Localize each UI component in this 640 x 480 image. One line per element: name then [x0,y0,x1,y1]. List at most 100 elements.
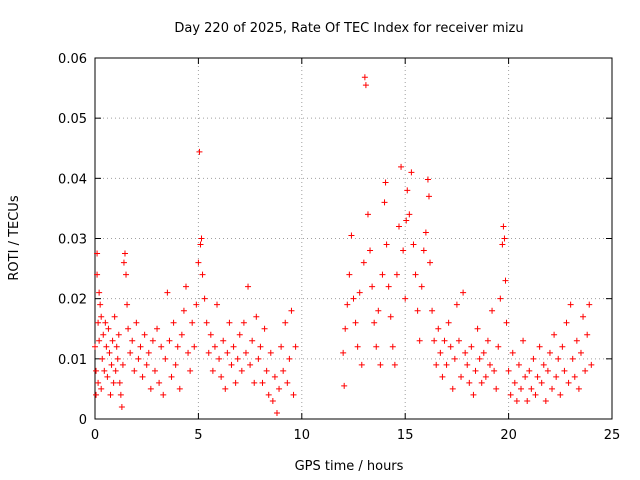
data-point [534,373,541,380]
data-point [196,148,203,155]
data-point [341,382,348,389]
data-point [559,343,566,350]
x-tick-label: 0 [91,428,99,443]
data-point [455,337,462,344]
data-point [403,217,410,224]
data-point [207,331,214,338]
data-point [123,271,130,278]
y-tick-label: 0.02 [58,293,87,308]
data-point [156,379,163,386]
data-point [115,331,122,338]
data-point [402,295,409,302]
data-point [445,319,452,326]
data-point [460,289,467,296]
data-point [280,367,287,374]
data-point [340,349,347,356]
data-point [410,241,417,248]
data-point [185,349,192,356]
data-point [164,289,171,296]
data-point [360,259,367,266]
data-point [586,301,593,308]
data-points [92,74,595,416]
data-point [418,283,425,290]
data-point [352,319,359,326]
data-point [573,337,580,344]
data-point [447,343,454,350]
data-point [106,349,113,356]
data-point [189,319,196,326]
data-point [486,361,493,368]
data-point [232,379,239,386]
data-point [147,385,154,392]
data-point [577,349,584,356]
data-point [555,355,562,362]
data-point [193,301,200,308]
data-point [575,385,582,392]
data-point [580,313,587,320]
data-point [168,373,175,380]
data-point [224,349,231,356]
data-point [364,211,371,218]
data-point [557,391,564,398]
data-point [449,385,456,392]
data-point [466,379,473,386]
data-point [120,259,127,266]
data-point [93,367,100,374]
data-point [451,355,458,362]
y-tick-label: 0.04 [58,172,87,187]
data-point [286,355,293,362]
data-point [420,247,427,254]
data-point [344,301,351,308]
data-point [571,373,578,380]
data-point [424,176,431,183]
data-point [526,367,533,374]
data-point [398,163,405,170]
data-point [187,367,194,374]
data-point [195,259,202,266]
data-point [441,337,448,344]
data-point [201,295,208,302]
data-point [141,331,148,338]
data-point [542,397,549,404]
data-point [236,331,243,338]
data-point [151,367,158,374]
data-point [278,343,285,350]
data-point [209,367,216,374]
data-point [98,385,105,392]
y-axis-label: ROTI / TECUs [7,195,22,280]
data-point [288,307,295,314]
data-point [484,337,491,344]
x-axis-label: GPS time / hours [295,459,404,474]
data-point [569,355,576,362]
data-point [127,349,134,356]
data-point [282,319,289,326]
data-point [96,289,103,296]
data-point [385,283,392,290]
data-point [342,325,349,332]
data-point [584,331,591,338]
data-point [389,343,396,350]
data-point [453,301,460,308]
data-point [292,343,299,350]
data-point [381,199,388,206]
data-point [505,367,512,374]
data-point [178,331,185,338]
data-point [149,337,156,344]
data-point [119,361,126,368]
data-point [406,211,413,218]
data-point [214,301,221,308]
data-point [216,355,223,362]
data-point [259,379,266,386]
data-point [96,337,103,344]
data-point [131,367,138,374]
data-point [95,379,102,386]
data-point [354,343,361,350]
data-point [226,319,233,326]
data-point [253,313,260,320]
y-tick-label: 0.01 [58,353,87,368]
data-point [474,325,481,332]
data-point [273,409,280,416]
data-point [198,235,205,242]
data-point [464,361,471,368]
data-point [379,271,386,278]
